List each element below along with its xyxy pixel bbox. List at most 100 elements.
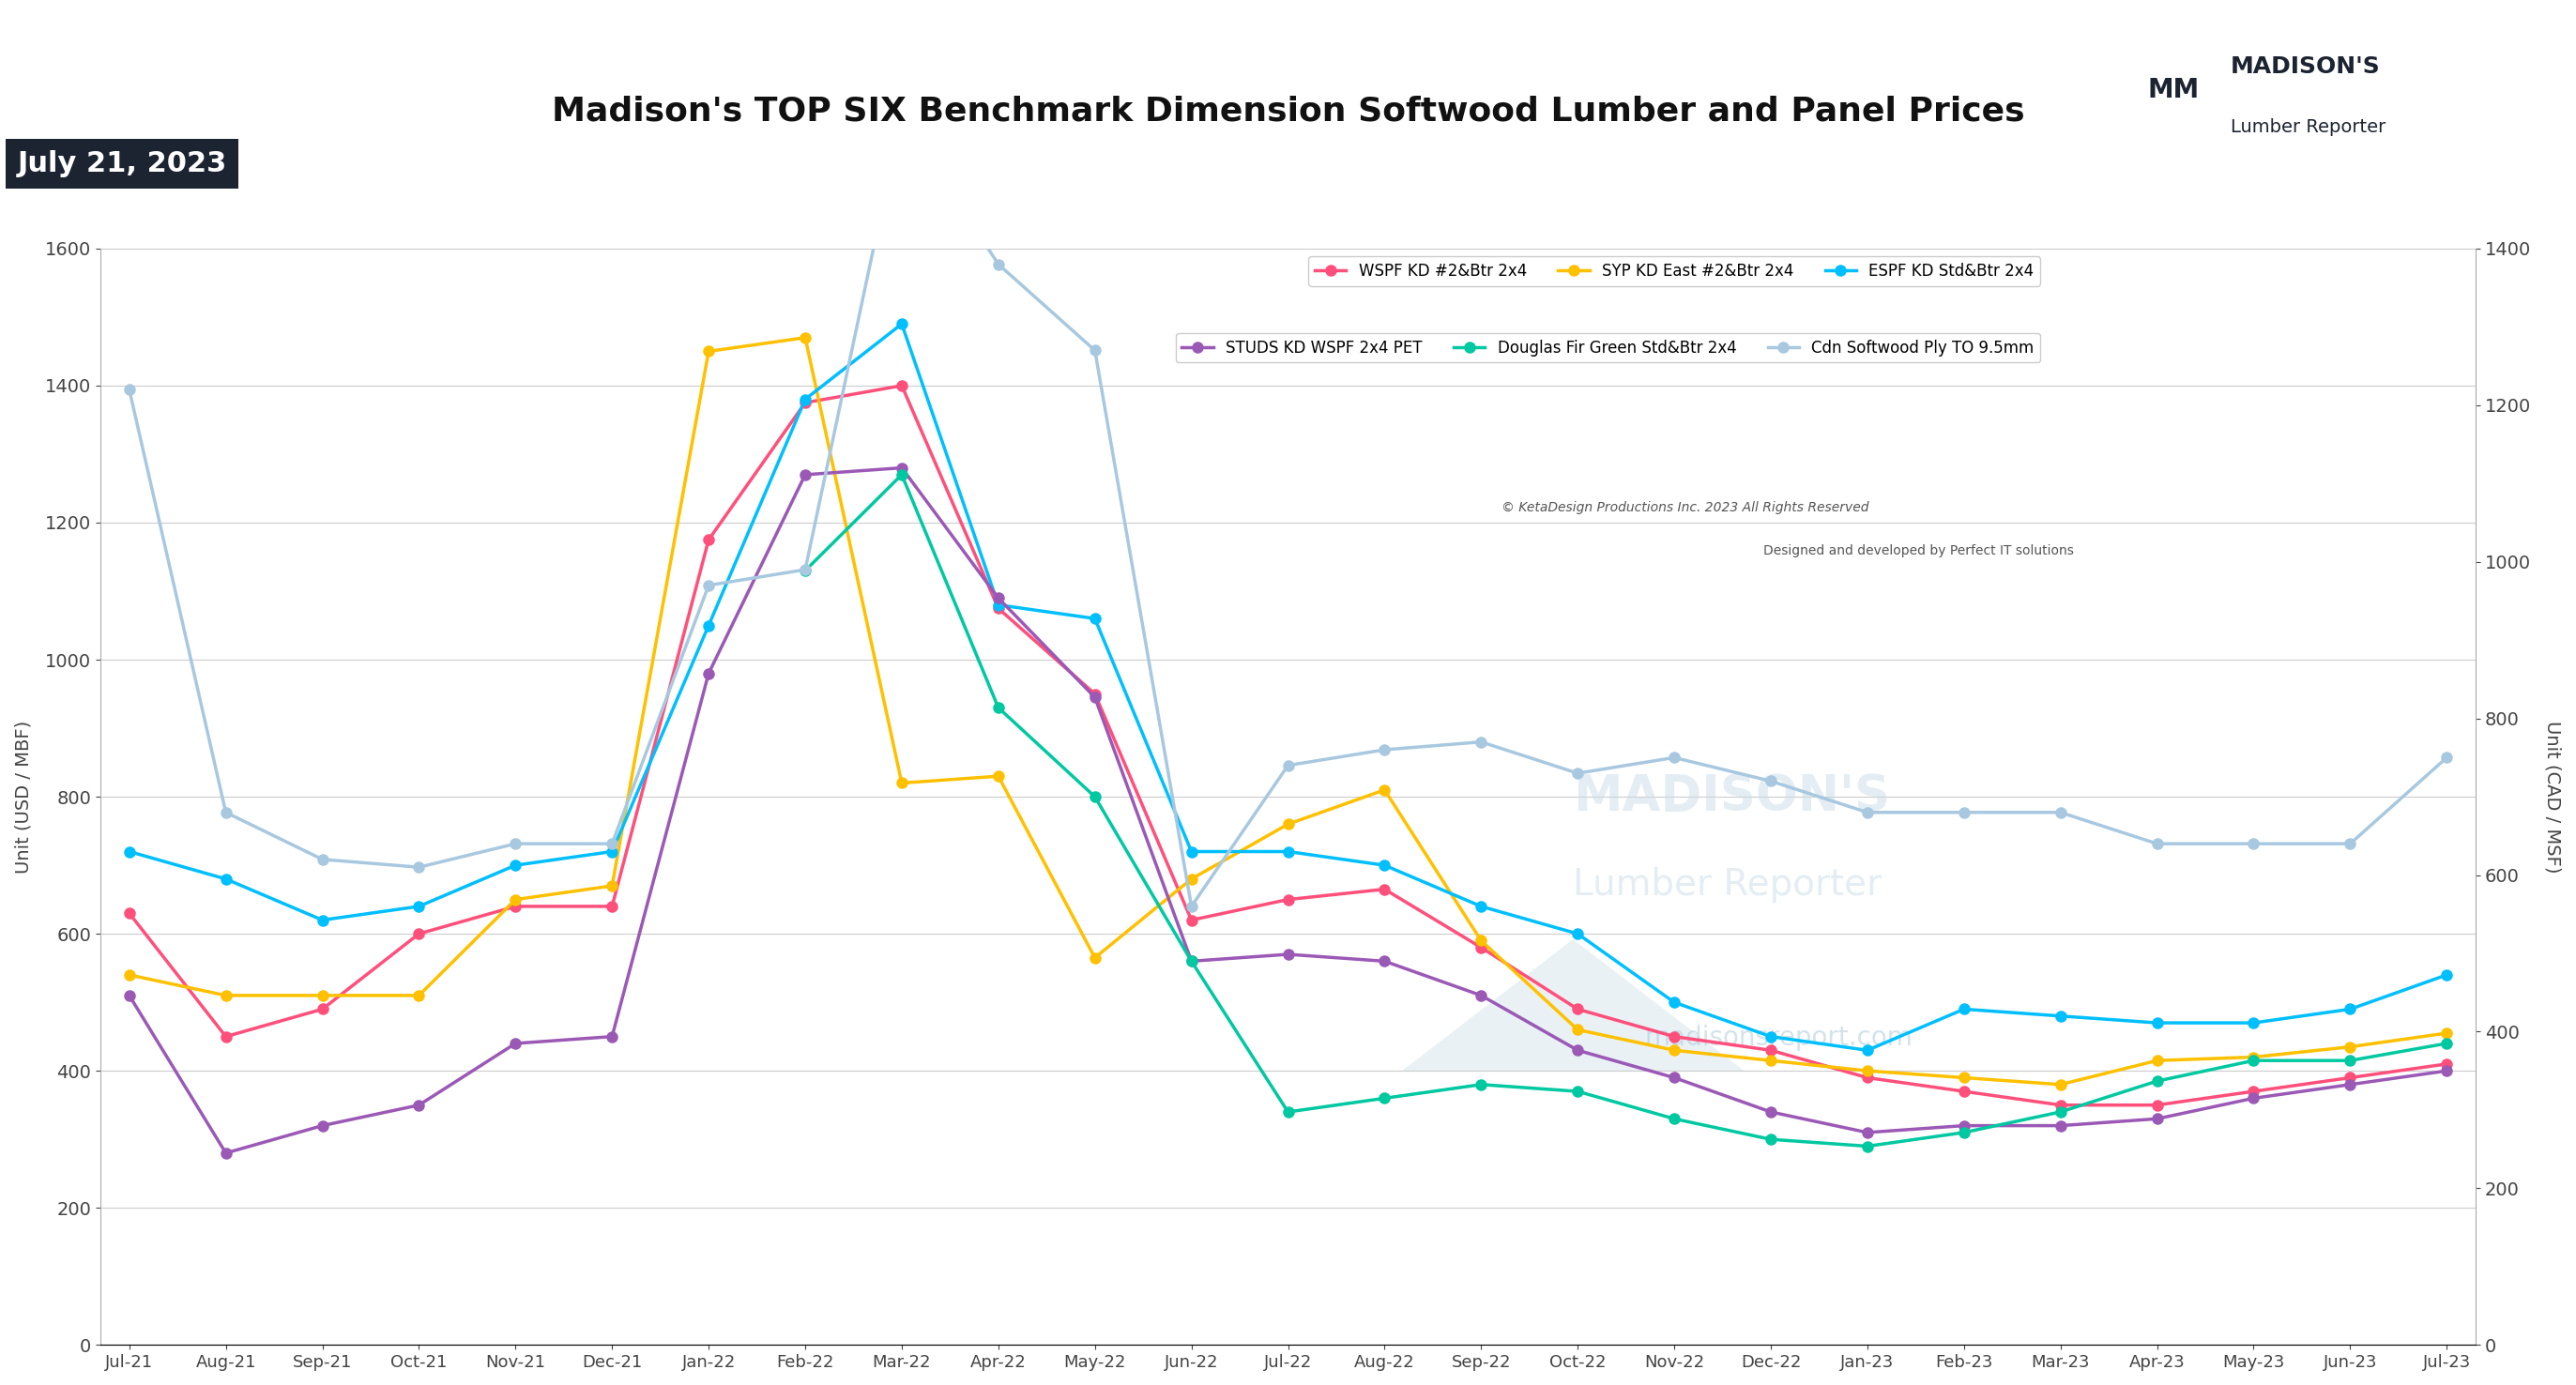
WSPF KD #2&Btr 2x4 (2141, 1097, 2172, 1114)
Line: STUDS KD WSPF 2x4 PET: STUDS KD WSPF 2x4 PET (124, 463, 2452, 1158)
ESPF KD Std&Btr 2x4 (791, 391, 822, 407)
STUDS KD WSPF 2x4 PET (211, 1145, 242, 1162)
STUDS KD WSPF 2x4 PET (1273, 946, 1303, 963)
Cdn Softwood Ply TO 9.5mm (2045, 805, 2076, 821)
SYP KD East #2&Btr 2x4 (1273, 816, 1303, 832)
SYP KD East #2&Btr 2x4 (1754, 1053, 1785, 1069)
ESPF KD Std&Btr 2x4 (113, 843, 144, 860)
Douglas Fir Green Std&Btr 2x4 (1659, 1111, 1690, 1127)
SYP KD East #2&Btr 2x4 (2432, 1025, 2463, 1042)
Douglas Fir Green Std&Btr 2x4 (1079, 788, 1110, 805)
WSPF KD #2&Btr 2x4 (2045, 1097, 2076, 1114)
Cdn Softwood Ply TO 9.5mm (1273, 758, 1303, 774)
Text: Designed and developed by Perfect IT solutions: Designed and developed by Perfect IT sol… (1762, 544, 2074, 558)
Text: MADISON'S: MADISON'S (2231, 55, 2380, 78)
Douglas Fir Green Std&Btr 2x4 (1466, 1076, 1497, 1093)
Douglas Fir Green Std&Btr 2x4 (1947, 1125, 1978, 1141)
Text: Madison's TOP SIX Benchmark Dimension Softwood Lumber and Panel Prices: Madison's TOP SIX Benchmark Dimension So… (551, 94, 2025, 127)
STUDS KD WSPF 2x4 PET (2045, 1118, 2076, 1134)
WSPF KD #2&Btr 2x4 (1079, 686, 1110, 702)
Cdn Softwood Ply TO 9.5mm (984, 256, 1015, 273)
Cdn Softwood Ply TO 9.5mm (2141, 835, 2172, 852)
STUDS KD WSPF 2x4 PET (404, 1097, 435, 1114)
Douglas Fir Green Std&Btr 2x4 (2045, 1104, 2076, 1120)
ESPF KD Std&Btr 2x4 (1079, 611, 1110, 627)
Text: MADISON'S: MADISON'S (1574, 773, 1891, 821)
STUDS KD WSPF 2x4 PET (1466, 988, 1497, 1004)
ESPF KD Std&Btr 2x4 (1561, 925, 1592, 942)
ESPF KD Std&Btr 2x4 (984, 597, 1015, 614)
Douglas Fir Green Std&Btr 2x4 (1273, 1104, 1303, 1120)
SYP KD East #2&Btr 2x4 (886, 774, 917, 791)
Text: July 21, 2023: July 21, 2023 (18, 150, 227, 177)
ESPF KD Std&Btr 2x4 (500, 857, 531, 874)
Y-axis label: Unit (CAD / MSF): Unit (CAD / MSF) (2545, 720, 2563, 873)
Line: WSPF KD #2&Btr 2x4: WSPF KD #2&Btr 2x4 (124, 381, 2452, 1111)
Cdn Softwood Ply TO 9.5mm (500, 835, 531, 852)
STUDS KD WSPF 2x4 PET (2239, 1090, 2269, 1107)
ESPF KD Std&Btr 2x4 (404, 897, 435, 914)
ESPF KD Std&Btr 2x4 (2334, 1001, 2365, 1018)
Cdn Softwood Ply TO 9.5mm (1466, 734, 1497, 751)
ESPF KD Std&Btr 2x4 (2239, 1015, 2269, 1032)
Cdn Softwood Ply TO 9.5mm (211, 805, 242, 821)
SYP KD East #2&Btr 2x4 (1561, 1021, 1592, 1037)
Cdn Softwood Ply TO 9.5mm (791, 561, 822, 578)
STUDS KD WSPF 2x4 PET (113, 988, 144, 1004)
Douglas Fir Green Std&Btr 2x4 (2334, 1053, 2365, 1069)
Line: Douglas Fir Green Std&Btr 2x4: Douglas Fir Green Std&Btr 2x4 (801, 470, 2452, 1151)
Cdn Softwood Ply TO 9.5mm (886, 107, 917, 123)
STUDS KD WSPF 2x4 PET (2432, 1062, 2463, 1079)
SYP KD East #2&Btr 2x4 (1659, 1042, 1690, 1058)
Text: MM: MM (2148, 78, 2200, 102)
WSPF KD #2&Btr 2x4 (1273, 891, 1303, 907)
SYP KD East #2&Btr 2x4 (1177, 871, 1208, 888)
ESPF KD Std&Btr 2x4 (1852, 1042, 1883, 1058)
ESPF KD Std&Btr 2x4 (1466, 897, 1497, 914)
STUDS KD WSPF 2x4 PET (1852, 1125, 1883, 1141)
Cdn Softwood Ply TO 9.5mm (1368, 741, 1399, 758)
Cdn Softwood Ply TO 9.5mm (307, 850, 337, 867)
Cdn Softwood Ply TO 9.5mm (404, 859, 435, 875)
Douglas Fir Green Std&Btr 2x4 (2141, 1073, 2172, 1090)
WSPF KD #2&Btr 2x4 (500, 897, 531, 914)
SYP KD East #2&Btr 2x4 (404, 988, 435, 1004)
STUDS KD WSPF 2x4 PET (1659, 1069, 1690, 1086)
WSPF KD #2&Btr 2x4 (886, 377, 917, 393)
STUDS KD WSPF 2x4 PET (598, 1028, 629, 1044)
Polygon shape (1401, 939, 1744, 1071)
Cdn Softwood Ply TO 9.5mm (2239, 835, 2269, 852)
ESPF KD Std&Btr 2x4 (886, 316, 917, 332)
Cdn Softwood Ply TO 9.5mm (113, 381, 144, 397)
Text: madisonsreport.com: madisonsreport.com (1643, 1025, 1911, 1051)
Douglas Fir Green Std&Btr 2x4 (1368, 1090, 1399, 1107)
Douglas Fir Green Std&Btr 2x4 (791, 562, 822, 579)
SYP KD East #2&Btr 2x4 (2141, 1053, 2172, 1069)
SYP KD East #2&Btr 2x4 (307, 988, 337, 1004)
ESPF KD Std&Btr 2x4 (1177, 843, 1208, 860)
STUDS KD WSPF 2x4 PET (1754, 1104, 1785, 1120)
STUDS KD WSPF 2x4 PET (886, 460, 917, 476)
Cdn Softwood Ply TO 9.5mm (1177, 897, 1208, 914)
Douglas Fir Green Std&Btr 2x4 (1852, 1138, 1883, 1155)
STUDS KD WSPF 2x4 PET (2141, 1111, 2172, 1127)
ESPF KD Std&Btr 2x4 (693, 618, 724, 634)
SYP KD East #2&Btr 2x4 (1852, 1062, 1883, 1079)
Cdn Softwood Ply TO 9.5mm (1754, 773, 1785, 789)
SYP KD East #2&Btr 2x4 (500, 891, 531, 907)
WSPF KD #2&Btr 2x4 (1466, 939, 1497, 956)
SYP KD East #2&Btr 2x4 (2334, 1039, 2365, 1055)
WSPF KD #2&Btr 2x4 (211, 1028, 242, 1044)
Douglas Fir Green Std&Btr 2x4 (2432, 1035, 2463, 1051)
Cdn Softwood Ply TO 9.5mm (598, 835, 629, 852)
Y-axis label: Unit (USD / MBF): Unit (USD / MBF) (13, 720, 31, 874)
SYP KD East #2&Btr 2x4 (1466, 932, 1497, 949)
Cdn Softwood Ply TO 9.5mm (1852, 805, 1883, 821)
SYP KD East #2&Btr 2x4 (113, 967, 144, 983)
SYP KD East #2&Btr 2x4 (2045, 1076, 2076, 1093)
ESPF KD Std&Btr 2x4 (211, 871, 242, 888)
WSPF KD #2&Btr 2x4 (2334, 1069, 2365, 1086)
WSPF KD #2&Btr 2x4 (1852, 1069, 1883, 1086)
SYP KD East #2&Btr 2x4 (984, 767, 1015, 784)
WSPF KD #2&Btr 2x4 (1177, 911, 1208, 928)
